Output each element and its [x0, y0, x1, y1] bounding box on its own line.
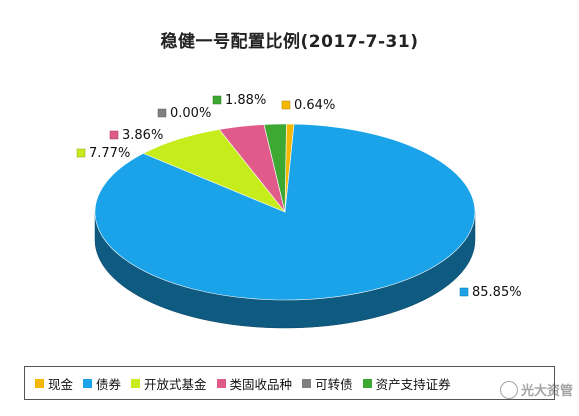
legend-label: 资产支持证券 — [375, 376, 451, 392]
slice-convertible-label: 0.00% — [170, 106, 211, 121]
legend-item-cash: 现金 — [35, 374, 73, 393]
slice-abs-label: 1.88% — [225, 93, 266, 108]
watermark: 光大资管 — [499, 380, 573, 399]
slice-cash-label: 0.64% — [294, 98, 335, 113]
slice-abs-label-swatch — [212, 95, 222, 105]
legend-label: 可转债 — [315, 376, 353, 392]
legend-item-convertible: 可转债 — [302, 374, 353, 393]
legend-item-open-fund: 开放式基金 — [131, 374, 207, 393]
pie-top-faces — [94, 123, 476, 301]
data-labels: 0.64% 85.85% 7.77% 3.86% 0.00% 1.88% — [76, 93, 522, 300]
legend-swatch — [35, 378, 44, 388]
slice-fixed-income-like-label: 3.86% — [122, 128, 163, 143]
legend-item-fixed-income-like: 类固收品种 — [216, 374, 293, 393]
legend-swatch — [131, 378, 141, 388]
slice-cash-label-swatch — [281, 100, 291, 110]
legend-label: 类固收品种 — [229, 376, 293, 392]
legend-label: 债券 — [96, 376, 122, 392]
legend-swatch — [362, 378, 372, 388]
legend-label: 开放式基金 — [144, 376, 207, 392]
wechat-icon — [499, 380, 518, 399]
chart-legend: 现金 债券 开放式基金 类固收品种 可转债 资产支持证券 — [24, 366, 555, 400]
legend-item-abs: 资产支持证券 — [362, 374, 451, 393]
slice-convertible-label-swatch — [157, 108, 167, 118]
slice-bonds-label-swatch — [459, 287, 469, 297]
slice-fixed-income-like-label-swatch — [109, 130, 119, 140]
legend-label: 现金 — [48, 376, 74, 392]
slice-open-fund-label: 7.77% — [89, 146, 130, 161]
legend-item-bonds: 债券 — [83, 374, 121, 393]
slice-abs — [263, 123, 287, 213]
chart-title: 稳健一号配置比例(2017-7-31) — [160, 32, 419, 52]
slice-open-fund — [142, 129, 286, 213]
slice-open-fund-label-swatch — [76, 148, 86, 158]
legend-swatch — [302, 378, 312, 388]
legend-swatch — [83, 378, 93, 388]
slice-bonds-label: 85.85% — [472, 285, 522, 300]
watermark-text: 光大资管 — [520, 384, 573, 399]
legend-swatch — [216, 378, 226, 388]
